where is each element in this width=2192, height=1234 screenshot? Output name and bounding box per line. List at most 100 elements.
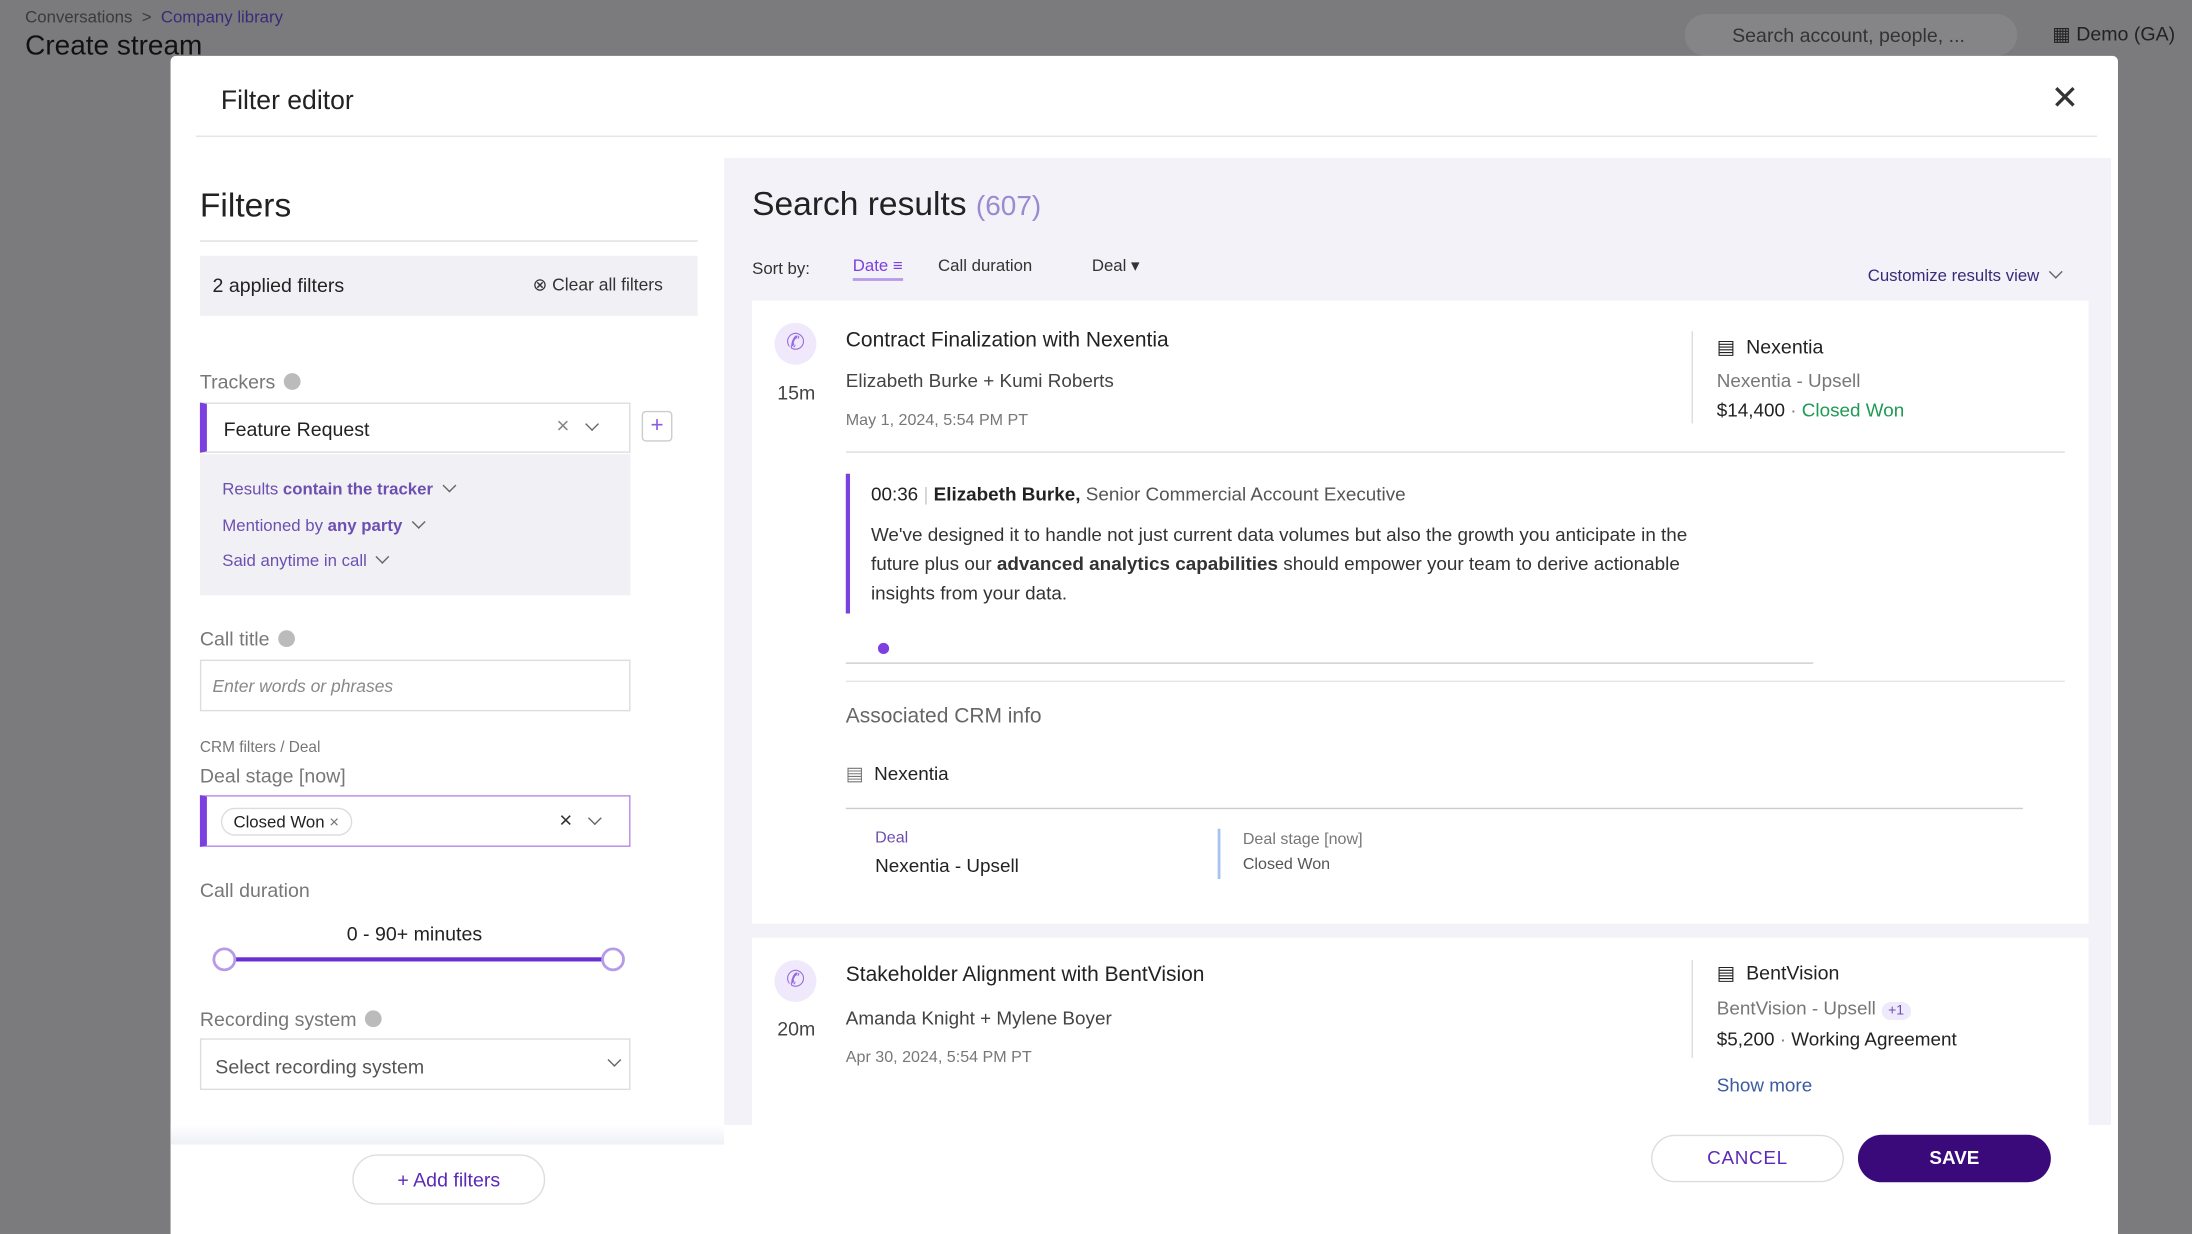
customize[interactable]: Customize results view (1867, 264, 2063, 286)
crm-value: Nexentia - Upsell (875, 855, 1019, 877)
account-name: BentVision (1746, 961, 1840, 984)
results-panel: Search results (607) Sort by: Date ≡ Cal… (724, 157, 2111, 1125)
chip[interactable]: Closed Won × (220, 807, 352, 836)
deal-info: $5,200 · Working Agreement (1716, 1028, 1957, 1050)
add-tracker[interactable]: + (641, 410, 673, 442)
call-title-label: Call title (199, 627, 295, 650)
clear-text: Clear all filters (552, 275, 663, 295)
applied-bar: 2 applied filters ⊗ Clear all filters (199, 255, 698, 316)
participants: Elizabeth Burke + Kumi Roberts (845, 370, 1114, 392)
show-more[interactable]: Show more (1716, 1074, 1813, 1096)
tracker-option[interactable]: Said anytime in call (222, 549, 390, 571)
timeline (845, 662, 1814, 664)
option-text: Mentioned by (222, 515, 324, 536)
workspace[interactable]: ▦ Demo (GA) (2052, 22, 2176, 45)
option-text: Results (222, 479, 279, 499)
call-title-input[interactable]: Enter words or phrases (199, 659, 631, 712)
crm-value: Closed Won (1242, 856, 1331, 874)
crm-path: CRM filters / Deal (199, 739, 321, 757)
date: May 1, 2024, 5:54 PM PT (845, 412, 1029, 430)
label: Call title (199, 627, 270, 650)
marker (877, 642, 890, 655)
tracker-option[interactable]: Results contain the tracker (222, 478, 457, 499)
divider (1691, 960, 1693, 1058)
label: Recording system (199, 1007, 357, 1030)
modal-title: Filter editor (220, 86, 354, 116)
search-placeholder: Search account, people, ... (1732, 23, 1965, 47)
filters-title: Filters (199, 187, 292, 225)
results-title: Search results (607) (752, 186, 1041, 225)
placeholder: Select recording system (215, 1055, 425, 1078)
search-box[interactable]: Search account, people, ... (1684, 13, 2018, 56)
account: ▤ Nexentia (1716, 335, 1824, 358)
amount: $5,200 (1716, 1028, 1775, 1050)
snippet-text: We've designed it to handle not just cur… (871, 520, 1710, 608)
extra-badge[interactable]: +1 (1881, 1002, 1912, 1021)
stage: Closed Won (1801, 399, 1905, 421)
close-button[interactable]: ✕ (2050, 79, 2079, 118)
speaker: Elizabeth Burke, (933, 483, 1081, 505)
modal: Filter editor ✕ Filters 2 applied filter… (170, 55, 2118, 1234)
slider-handle[interactable] (212, 947, 237, 972)
deal: BentVision - Upsell +1 (1717, 998, 1912, 1021)
deal-info: $14,400 · Closed Won (1716, 399, 1905, 421)
duration: 20m (777, 1017, 816, 1040)
save-button[interactable]: SAVE (1857, 1134, 2051, 1183)
sort-option[interactable]: Date ≡ (852, 255, 903, 281)
divider (199, 240, 698, 242)
divider (845, 807, 2023, 810)
account-name: Nexentia (1746, 335, 1824, 358)
clear-all[interactable]: ⊗ Clear all filters (532, 275, 663, 295)
button-text: Add filters (413, 1168, 501, 1191)
duration-label: Call duration (199, 879, 310, 902)
divider (1217, 828, 1221, 880)
sort-option[interactable]: Call duration (938, 255, 1033, 276)
sort-option[interactable]: Deal ▾ (1091, 255, 1140, 276)
crm-label: Deal (875, 830, 909, 847)
add-filters[interactable]: + Add filters (352, 1154, 546, 1205)
tracker-select[interactable]: Feature Request × (199, 402, 631, 453)
fade (170, 1124, 725, 1145)
duration: 15m (777, 381, 816, 404)
applied-count: 2 applied filters (212, 273, 345, 297)
slider-handle[interactable] (601, 947, 625, 972)
title: Search results (752, 185, 967, 224)
text-bold: advanced analytics capabilities (996, 553, 1279, 575)
tracker-option[interactable]: Mentioned by any party (222, 515, 426, 536)
crm-account: ▤ Nexentia (845, 763, 949, 784)
time[interactable]: 00:36 (870, 483, 919, 505)
deal: Nexentia - Upsell (1716, 370, 1861, 392)
crm-label: Deal stage [now] (1242, 831, 1363, 849)
participants: Amanda Knight + Mylene Boyer (845, 1007, 1112, 1029)
label: Trackers (199, 370, 276, 393)
duration-value: 0 - 90+ minutes (346, 922, 483, 945)
recording-select[interactable]: Select recording system (199, 1038, 631, 1091)
cancel-button[interactable]: CANCEL (1651, 1134, 1844, 1183)
result-card[interactable]: ✆ 15m Contract Finalization with Nexenti… (752, 300, 2089, 924)
call-title[interactable]: Stakeholder Alignment with BentVision (845, 962, 1205, 987)
divider (845, 680, 2065, 682)
result-card[interactable]: ✆ 20m Stakeholder Alignment with BentVis… (752, 937, 2089, 1125)
text: Date (852, 255, 889, 276)
text: should empower your team to derive actio… (870, 553, 1680, 604)
text: Customize results view (1867, 265, 2040, 286)
count: (607) (975, 191, 1042, 223)
account-name: Nexentia (874, 763, 949, 784)
crumb[interactable]: Company library (160, 6, 284, 27)
text: Deal (1091, 255, 1127, 276)
crumb[interactable]: Conversations (25, 6, 133, 27)
slider-track (223, 957, 616, 962)
stage: Working Agreement (1791, 1028, 1957, 1050)
deal-stage-select[interactable]: Closed Won × × (199, 795, 631, 847)
snippet-header: 00:36 | Elizabeth Burke, Senior Commerci… (870, 483, 1406, 505)
call-icon: ✆ (774, 322, 817, 365)
chip-text: Closed Won (233, 811, 325, 832)
account: ▤ BentVision (1716, 961, 1840, 984)
crm-title: Associated CRM info (845, 704, 1042, 729)
call-title[interactable]: Contract Finalization with Nexentia (845, 328, 1169, 353)
divider (845, 451, 2065, 453)
role: Senior Commercial Account Executive (1085, 483, 1406, 505)
call-icon: ✆ (774, 960, 817, 1003)
option-text: Said anytime in call (222, 550, 367, 571)
